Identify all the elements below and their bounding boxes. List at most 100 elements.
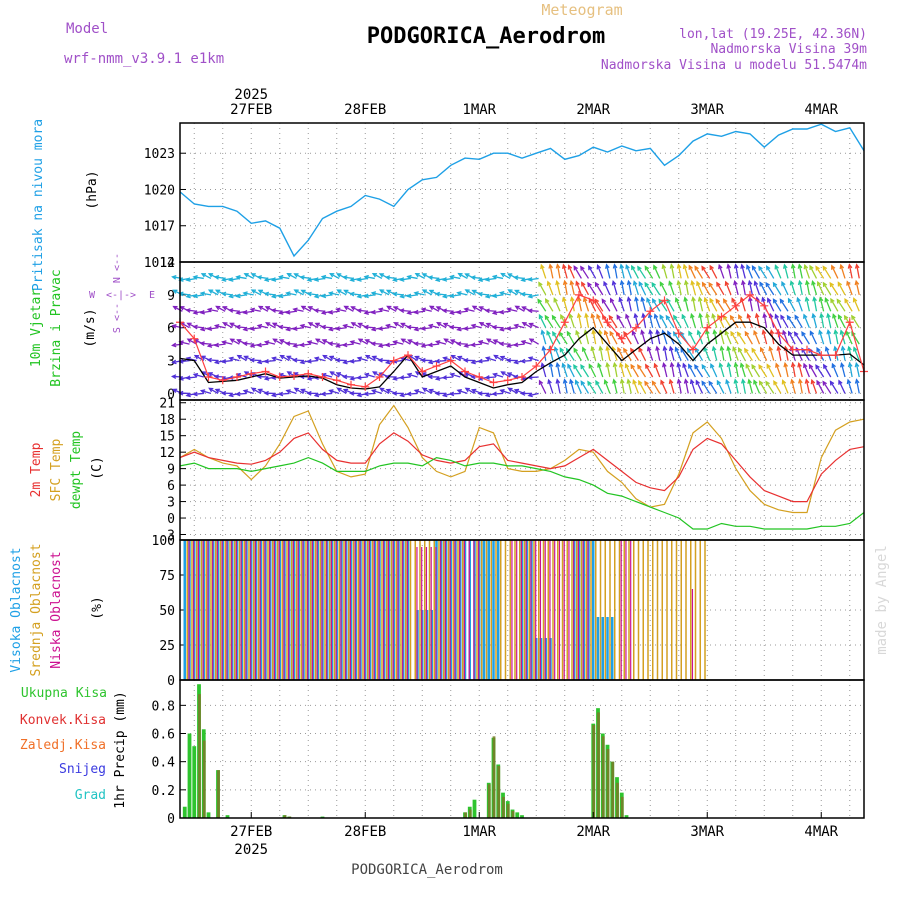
- precip-conv-bar: [464, 812, 467, 818]
- top-date-label: 1MAR: [462, 102, 496, 118]
- ytick-label: 0: [167, 812, 175, 827]
- high-cloud-ylabel: Visoka Oblacnost: [9, 547, 24, 672]
- bottom-date-label: 27FEB: [230, 824, 272, 840]
- model-elevation-label: Nadmorska Visina u modelu 51.5474m: [601, 58, 867, 73]
- ytick-label: 18: [159, 413, 175, 428]
- precip-ylabel: 1hr Precip (mm): [113, 691, 128, 808]
- ytick-label: 12: [159, 446, 175, 461]
- precip-conv-bar: [493, 736, 496, 818]
- precip-conv-bar: [198, 694, 201, 818]
- top-date-label: 27FEB: [230, 102, 272, 118]
- dir-e: E: [149, 290, 155, 301]
- bottom-year: 2025: [234, 842, 268, 858]
- ytick-label: 3: [167, 496, 175, 511]
- bottom-date-label: 2MAR: [576, 824, 610, 840]
- panel-bg: [180, 400, 864, 540]
- elevation-label: Nadmorska Visina 39m: [710, 42, 867, 57]
- watermark: made by Angel: [874, 545, 890, 655]
- precip-conv-bar: [488, 784, 491, 818]
- ytick-label: 50: [159, 604, 175, 619]
- ytick-label: 15: [159, 430, 175, 445]
- bottom-date-label: 1MAR: [462, 824, 496, 840]
- precip-conv-bar: [607, 749, 610, 818]
- precip-conv-bar: [512, 811, 515, 818]
- ytick-label: 100: [152, 534, 175, 549]
- bottom-date-label: 4MAR: [804, 824, 838, 840]
- precip-conv-bar: [507, 804, 510, 818]
- ytick-label: 25: [159, 639, 175, 654]
- bottom-date-label: 3MAR: [690, 824, 724, 840]
- top-date-label: 4MAR: [804, 102, 838, 118]
- precip-total-bar: [515, 812, 519, 818]
- ytick-label: 21: [159, 397, 175, 412]
- precip-legend-0: Ukupna Kisa: [21, 686, 107, 701]
- footer-station: PODGORICA_Aerodrom: [351, 862, 503, 878]
- ytick-label: 0.2: [152, 784, 175, 799]
- ytick-label: 1023: [144, 147, 175, 162]
- cloud-unit: (%): [90, 596, 105, 619]
- sfc-ylabel: SFC Temp: [49, 439, 64, 502]
- pressure-unit: (hPa): [85, 170, 100, 209]
- ytick-label: 75: [159, 569, 175, 584]
- model-name: wrf-nmm_v3.9.1 e1km: [64, 51, 224, 67]
- ytick-label: 0: [167, 512, 175, 527]
- precip-total-bar: [207, 812, 211, 818]
- precip-legend: Ukupna Kisa Konvek.Kisa Zaledj.Kisa Snijeg G…: [20, 686, 107, 803]
- precip-conv-bar: [597, 712, 600, 818]
- ytick-label: 0: [167, 674, 175, 689]
- ytick-label: 1020: [144, 183, 175, 198]
- top-date-label: 2MAR: [576, 102, 610, 118]
- model-label: Model: [66, 21, 108, 37]
- dir-w: W: [89, 290, 96, 301]
- bottom-date-label: 28FEB: [344, 824, 386, 840]
- ytick-label: 0.6: [152, 728, 175, 743]
- precip-total-bar: [183, 807, 187, 818]
- precip-conv-bar: [469, 810, 472, 818]
- precip-conv-bar: [621, 797, 624, 818]
- panels: 1014101710201023036912-30369121518210255…: [144, 123, 868, 827]
- precip-legend-3: Snijeg: [59, 762, 106, 777]
- precip-conv-bar: [217, 770, 220, 818]
- temp-unit: (C): [90, 456, 105, 479]
- dir-s: S <--: [112, 303, 123, 333]
- ytick-label: 0.8: [152, 699, 175, 714]
- precip-conv-bar: [592, 725, 595, 818]
- precip-conv-bar: [611, 762, 614, 818]
- top-date-label: 28FEB: [344, 102, 386, 118]
- wind-ylabel-2: Brzina i Pravac: [49, 269, 64, 386]
- ytick-label: 6: [167, 479, 175, 494]
- station-title: PODGORICA_Aerodrom: [367, 24, 605, 49]
- wind-unit: (m/s): [83, 308, 98, 347]
- ytick-label: 9: [167, 463, 175, 478]
- coords-label: lon,lat (19.25E, 42.36N): [679, 27, 867, 42]
- top-date-label: 3MAR: [690, 102, 724, 118]
- panel-clouds: 0 25 50 75 100: [152, 534, 864, 689]
- precip-conv-bar: [497, 766, 500, 818]
- precip-legend-4: Grad: [75, 788, 106, 803]
- dir-cross: <-|->: [106, 290, 136, 301]
- ytick-label: 12: [159, 256, 175, 271]
- wind-ylabel-1: 10m Vjetar: [29, 289, 44, 367]
- precip-conv-bar: [502, 797, 505, 818]
- top-date-axis: 27FEB 28FEB 1MAR 2MAR 3MAR 4MAR 2025: [230, 87, 839, 118]
- ytick-label: 0.4: [152, 756, 176, 771]
- precip-conv-bar: [203, 741, 206, 818]
- mid-cloud-ylabel: Srednja Oblacnost: [29, 543, 44, 676]
- product-title: Meteogram: [541, 1, 622, 19]
- precip-legend-2: Zaledj.Kisa: [20, 738, 106, 753]
- precip-conv-bar: [616, 783, 619, 818]
- precip-total-bar: [188, 734, 192, 818]
- top-year: 2025: [234, 87, 268, 103]
- t2m-ylabel: 2m Temp: [29, 442, 44, 497]
- pressure-ylabel: Pritisak na nivou mora: [31, 119, 46, 291]
- precip-legend-1: Konvek.Kisa: [20, 713, 106, 728]
- panel-precip: 0 0.2 0.4 0.6 0.8: [152, 680, 864, 827]
- precip-total-bar: [192, 746, 196, 818]
- dewpt-ylabel: dewpt Temp: [69, 431, 84, 509]
- panel-bg: [180, 680, 864, 818]
